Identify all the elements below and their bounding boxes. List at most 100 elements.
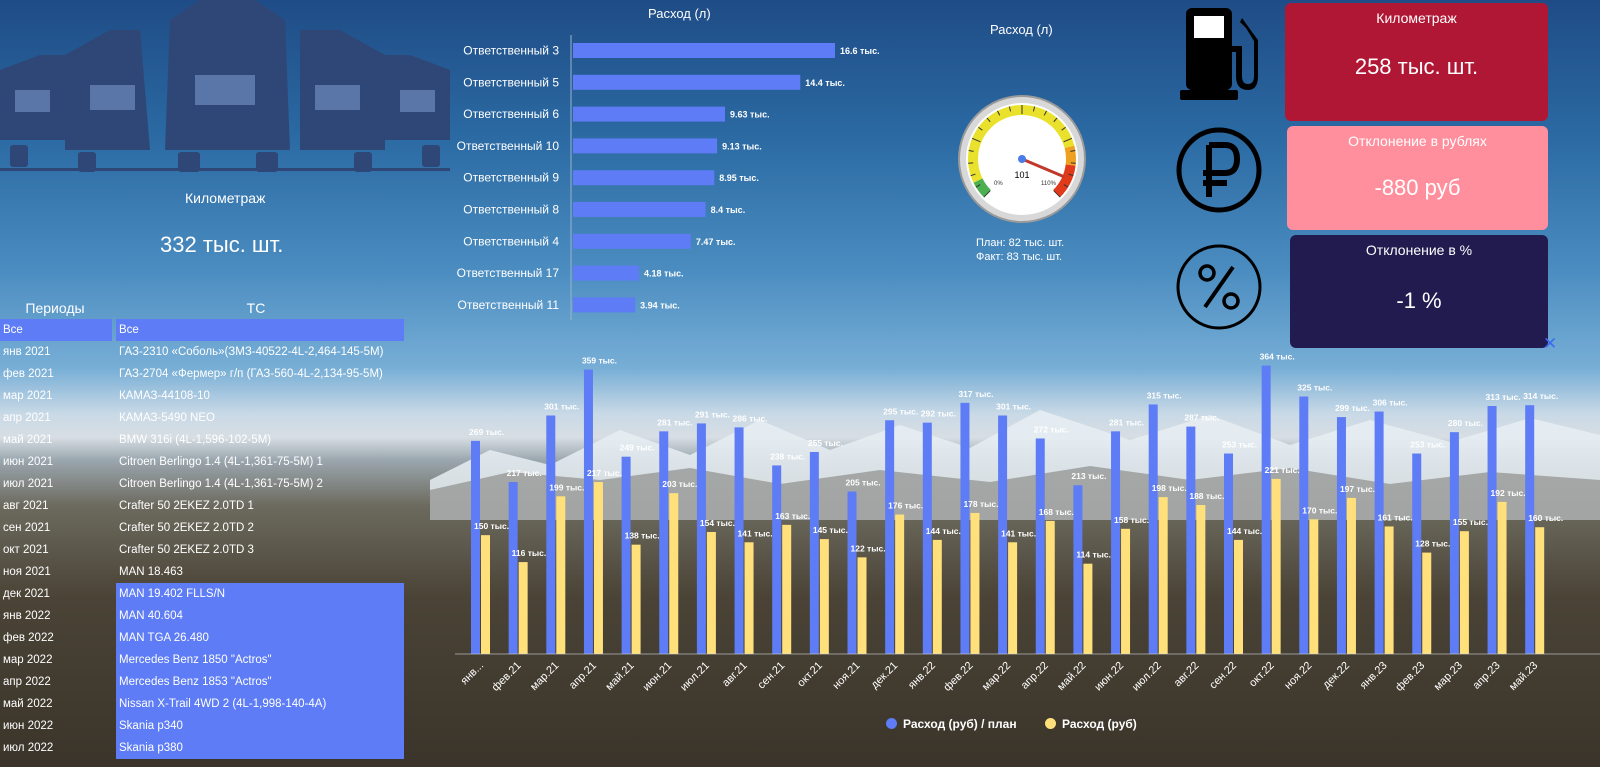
vehicle-item[interactable]: Crafter 50 2EKEZ 2.0TD 2: [119, 522, 254, 534]
bar-plan[interactable]: [1412, 453, 1422, 654]
bar-fact[interactable]: [1121, 528, 1131, 654]
period-item[interactable]: янв 2021: [3, 346, 51, 358]
vehicle-item[interactable]: MAN 19.402 FLLS/N: [116, 583, 404, 605]
bar-fact[interactable]: [481, 535, 490, 654]
period-item[interactable]: мар 2022: [3, 654, 53, 666]
vehicle-item[interactable]: ГАЗ-2704 «Фермер» г/п (ГАЗ-560-4L-2,134-…: [119, 368, 383, 380]
bar-plan[interactable]: [922, 422, 932, 654]
bar-plan[interactable]: [659, 431, 669, 654]
bar-fact[interactable]: [782, 524, 792, 654]
vehicle-item[interactable]: Citroen Berlingo 1.4 (4L-1,361-75-5М) 1: [119, 456, 323, 468]
vehicle-item[interactable]: КАМАЗ-5490 NEO: [119, 412, 215, 424]
vehicle-item[interactable]: Skania p380: [116, 737, 404, 759]
period-item[interactable]: июл 2022: [3, 742, 54, 754]
bar-fact[interactable]: [1535, 527, 1545, 654]
bar-fact[interactable]: [1459, 531, 1469, 654]
bar-plan[interactable]: [885, 420, 895, 654]
bar-fact[interactable]: [1158, 497, 1168, 654]
bar-fact[interactable]: [1497, 501, 1507, 654]
bar-plan[interactable]: [998, 415, 1008, 654]
bar-fact[interactable]: [895, 514, 905, 654]
bar-plan[interactable]: [1525, 405, 1535, 654]
hbar-bar[interactable]: [573, 106, 725, 122]
vehicle-item[interactable]: MAN TGA 26.480: [116, 627, 404, 649]
period-item[interactable]: Все: [0, 319, 112, 341]
period-item[interactable]: июл 2021: [3, 478, 54, 490]
hbar-bar[interactable]: [573, 297, 636, 313]
bar-plan[interactable]: [1035, 438, 1045, 654]
period-item[interactable]: июн 2021: [3, 456, 54, 468]
period-item[interactable]: май 2021: [3, 434, 53, 446]
bar-plan[interactable]: [1299, 396, 1309, 654]
period-item[interactable]: мар 2021: [3, 390, 53, 402]
period-item[interactable]: окт 2021: [3, 544, 49, 556]
period-item[interactable]: май 2022: [3, 698, 53, 710]
bar-fact[interactable]: [556, 496, 566, 654]
bar-fact[interactable]: [819, 539, 829, 654]
vehicle-item[interactable]: MAN 18.463: [119, 566, 183, 578]
bar-fact[interactable]: [631, 544, 641, 654]
bar-fact[interactable]: [932, 539, 942, 654]
bar-fact[interactable]: [669, 493, 679, 654]
vehicle-item[interactable]: Mercedes Benz 1853 "Actros": [116, 671, 404, 693]
vehicle-item[interactable]: Mercedes Benz 1850 "Actros": [116, 649, 404, 671]
bar-plan[interactable]: [621, 456, 631, 654]
vehicle-item[interactable]: Crafter 50 2EKEZ 2.0TD 3: [119, 544, 254, 556]
bar-plan[interactable]: [772, 465, 782, 654]
bar-plan[interactable]: [960, 402, 970, 654]
bar-fact[interactable]: [706, 531, 716, 654]
hbar-bar[interactable]: [573, 43, 835, 58]
hbar-bar[interactable]: [573, 74, 801, 90]
vehicle-item[interactable]: Citroen Berlingo 1.4 (4L-1,361-75-5М) 2: [119, 478, 323, 490]
vehicle-item[interactable]: Nissan X-Trail 4WD 2 (4L-1,998-140-4А): [116, 693, 404, 715]
vehicle-item[interactable]: BMW 316i (4L-1,596-102-5М): [119, 434, 272, 446]
hbar-bar[interactable]: [573, 202, 706, 217]
vehicle-item[interactable]: КАМАЗ-44108-10: [119, 390, 210, 402]
period-item[interactable]: сен 2021: [3, 522, 51, 534]
bar-plan[interactable]: [696, 423, 706, 654]
bar-fact[interactable]: [1309, 519, 1319, 654]
bar-plan[interactable]: [471, 440, 480, 654]
bar-fact[interactable]: [1083, 563, 1093, 654]
bar-plan[interactable]: [1186, 426, 1196, 654]
bar-plan[interactable]: [1487, 405, 1497, 654]
bar-plan[interactable]: [508, 482, 518, 654]
bar-plan[interactable]: [1449, 432, 1459, 654]
vehicle-item[interactable]: Crafter 50 2EKEZ 2.0TD 1: [119, 500, 254, 512]
period-item[interactable]: янв 2022: [3, 610, 51, 622]
bar-fact[interactable]: [1196, 505, 1206, 654]
period-item[interactable]: ноя 2021: [3, 566, 51, 578]
period-item[interactable]: авг 2021: [3, 500, 49, 512]
vehicle-item[interactable]: Skania p340: [116, 715, 404, 737]
vehicle-item[interactable]: Все: [116, 319, 404, 341]
period-item[interactable]: дек 2021: [3, 588, 50, 600]
hbar-bar[interactable]: [573, 170, 715, 186]
vehicle-item[interactable]: ГАЗ-2310 «Соболь»(ЗМЗ-40522-4L-2,464-145…: [119, 346, 384, 358]
vehicle-item[interactable]: MAN 40.604: [116, 605, 404, 627]
period-item[interactable]: апр 2022: [3, 676, 51, 688]
bar-plan[interactable]: [734, 427, 744, 654]
bar-plan[interactable]: [1073, 485, 1083, 654]
bar-fact[interactable]: [1234, 539, 1243, 654]
bar-plan[interactable]: [1111, 431, 1121, 654]
bar-fact[interactable]: [1271, 478, 1281, 654]
period-item[interactable]: фев 2022: [3, 632, 54, 644]
hbar-bar[interactable]: [573, 233, 691, 249]
bar-fact[interactable]: [1346, 497, 1356, 654]
bar-fact[interactable]: [1008, 542, 1018, 654]
bar-fact[interactable]: [1384, 526, 1394, 654]
bar-plan[interactable]: [847, 491, 857, 654]
period-item[interactable]: апр 2021: [3, 412, 51, 424]
bar-plan[interactable]: [1336, 417, 1346, 654]
bar-fact[interactable]: [1045, 520, 1055, 654]
close-icon[interactable]: ✕: [1543, 334, 1558, 353]
period-item[interactable]: июн 2022: [3, 720, 54, 732]
bar-fact[interactable]: [518, 562, 528, 654]
bar-fact[interactable]: [1422, 552, 1432, 654]
bar-plan[interactable]: [809, 451, 819, 654]
bar-fact[interactable]: [970, 512, 980, 654]
bar-plan[interactable]: [583, 369, 593, 654]
bar-fact[interactable]: [744, 542, 754, 654]
bar-plan[interactable]: [1374, 411, 1384, 654]
hbar-bar[interactable]: [573, 265, 639, 281]
